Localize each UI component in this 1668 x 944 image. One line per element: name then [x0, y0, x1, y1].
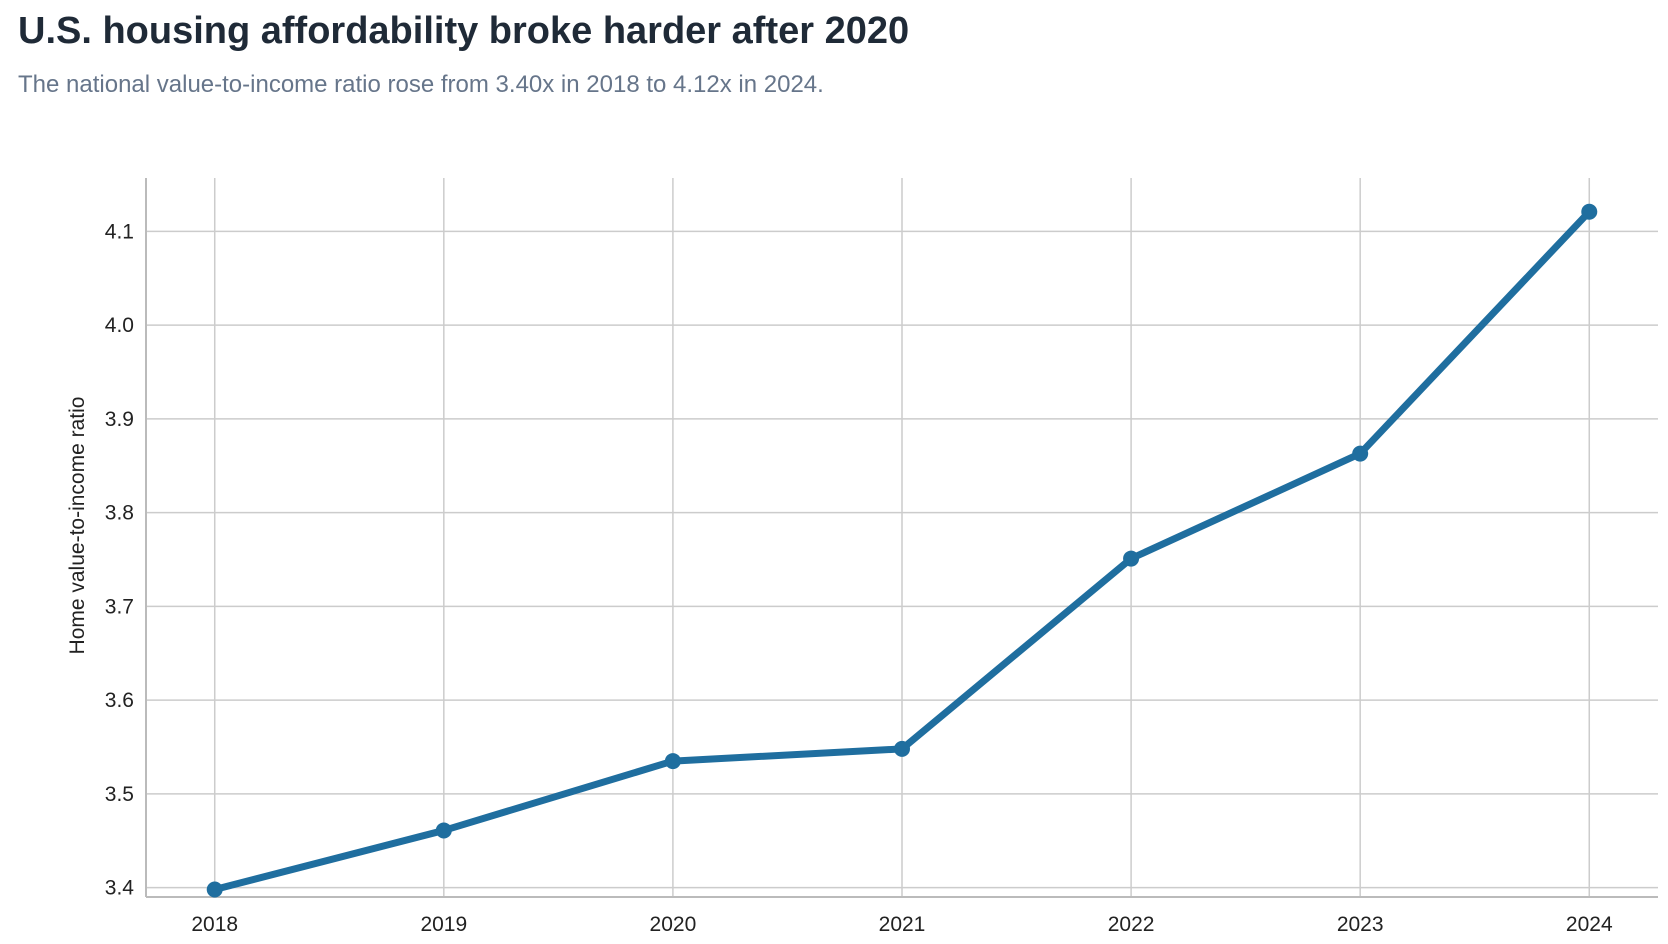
x-tick-label: 2024 — [1566, 913, 1613, 936]
y-tick-label: 3.8 — [105, 502, 134, 525]
axes — [145, 178, 1658, 898]
data-point — [894, 740, 910, 757]
data-point — [664, 753, 681, 770]
x-tick-labels: 2018 2019 2020 2021 2022 2023 2024 — [191, 913, 1613, 936]
data-point — [1581, 203, 1598, 220]
x-gridlines — [213, 178, 1591, 897]
y-tick-label: 4.0 — [105, 314, 134, 337]
chart-title: U.S. housing affordability broke harder … — [18, 10, 910, 52]
chart-subtitle: The national value-to-income ratio rose … — [18, 71, 824, 98]
x-tick-label: 2020 — [650, 913, 697, 936]
x-tick-label: 2018 — [191, 913, 238, 936]
data-point — [206, 881, 223, 898]
y-tick-label: 3.6 — [105, 689, 134, 712]
y-tick-label: 4.1 — [105, 220, 134, 243]
data-point — [1352, 445, 1369, 462]
x-tick-label: 2022 — [1108, 913, 1155, 936]
y-tick-label: 3.4 — [105, 877, 135, 900]
x-tick-label: 2023 — [1337, 913, 1384, 936]
x-tick-label: 2021 — [879, 913, 926, 936]
x-tick-label: 2019 — [420, 913, 467, 936]
y-axis-label: Home value-to-income ratio — [66, 397, 89, 655]
y-tick-label: 3.5 — [105, 783, 134, 806]
series-group — [206, 203, 1598, 898]
y-tick-labels: 3.4 3.5 3.6 3.7 3.8 3.9 4.0 4.1 — [105, 220, 135, 899]
data-point — [1123, 550, 1140, 567]
y-tick-label: 3.7 — [105, 595, 134, 618]
y-tick-label: 3.9 — [105, 408, 134, 431]
data-point — [435, 822, 452, 839]
